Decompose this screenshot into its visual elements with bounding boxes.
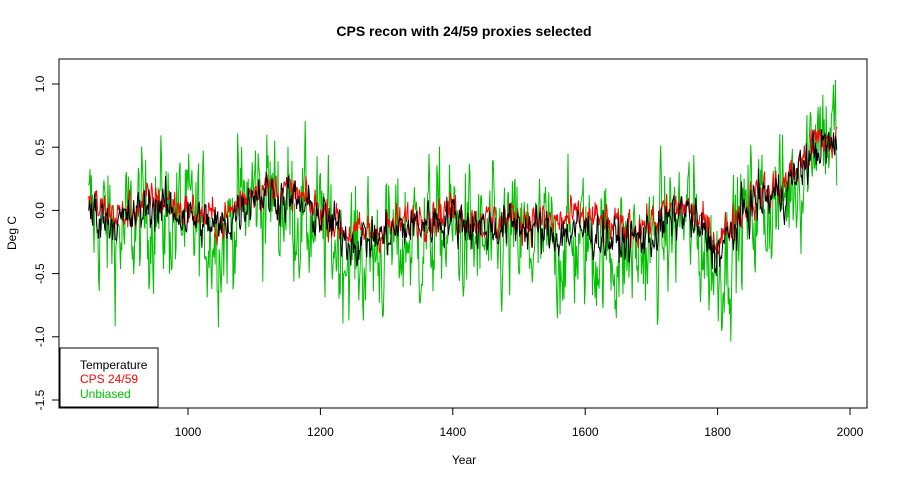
legend: Temperature CPS 24/59 Unbiased bbox=[59, 347, 159, 408]
x-tick-label: 1800 bbox=[704, 425, 731, 439]
legend-entry-unbiased: Unbiased bbox=[80, 387, 131, 401]
series-line-temperature bbox=[88, 129, 838, 276]
y-axis-label: Deg C bbox=[5, 216, 19, 250]
y-tick-label: -0.5 bbox=[33, 263, 47, 284]
x-tick-label: 1200 bbox=[307, 425, 334, 439]
x-axis-label: Year bbox=[452, 453, 476, 467]
series-layer bbox=[88, 79, 838, 342]
series-line-unbiased bbox=[88, 79, 838, 342]
y-tick-label: 0.0 bbox=[33, 202, 47, 219]
x-tick-label: 1000 bbox=[175, 425, 202, 439]
y-tick-label: 0.5 bbox=[33, 139, 47, 156]
x-tick-label: 1400 bbox=[439, 425, 466, 439]
legend-entry-temperature: Temperature bbox=[80, 358, 148, 372]
x-axis: 1000 1200 1400 1600 1800 2000 bbox=[175, 407, 864, 439]
y-tick-label: 1.0 bbox=[33, 75, 47, 92]
y-tick-label: -1.0 bbox=[33, 326, 47, 347]
plot-frame bbox=[58, 58, 868, 409]
chart-title: CPS recon with 24/59 proxies selected bbox=[336, 23, 591, 39]
y-axis: -1.5 -1.0 -0.5 0.0 0.5 1.0 bbox=[33, 75, 60, 410]
x-tick-label: 2000 bbox=[837, 425, 864, 439]
x-tick-label: 1600 bbox=[572, 425, 599, 439]
legend-entry-cps: CPS 24/59 bbox=[80, 372, 138, 386]
y-tick-label: -1.5 bbox=[33, 389, 47, 410]
legend-box bbox=[59, 347, 159, 408]
